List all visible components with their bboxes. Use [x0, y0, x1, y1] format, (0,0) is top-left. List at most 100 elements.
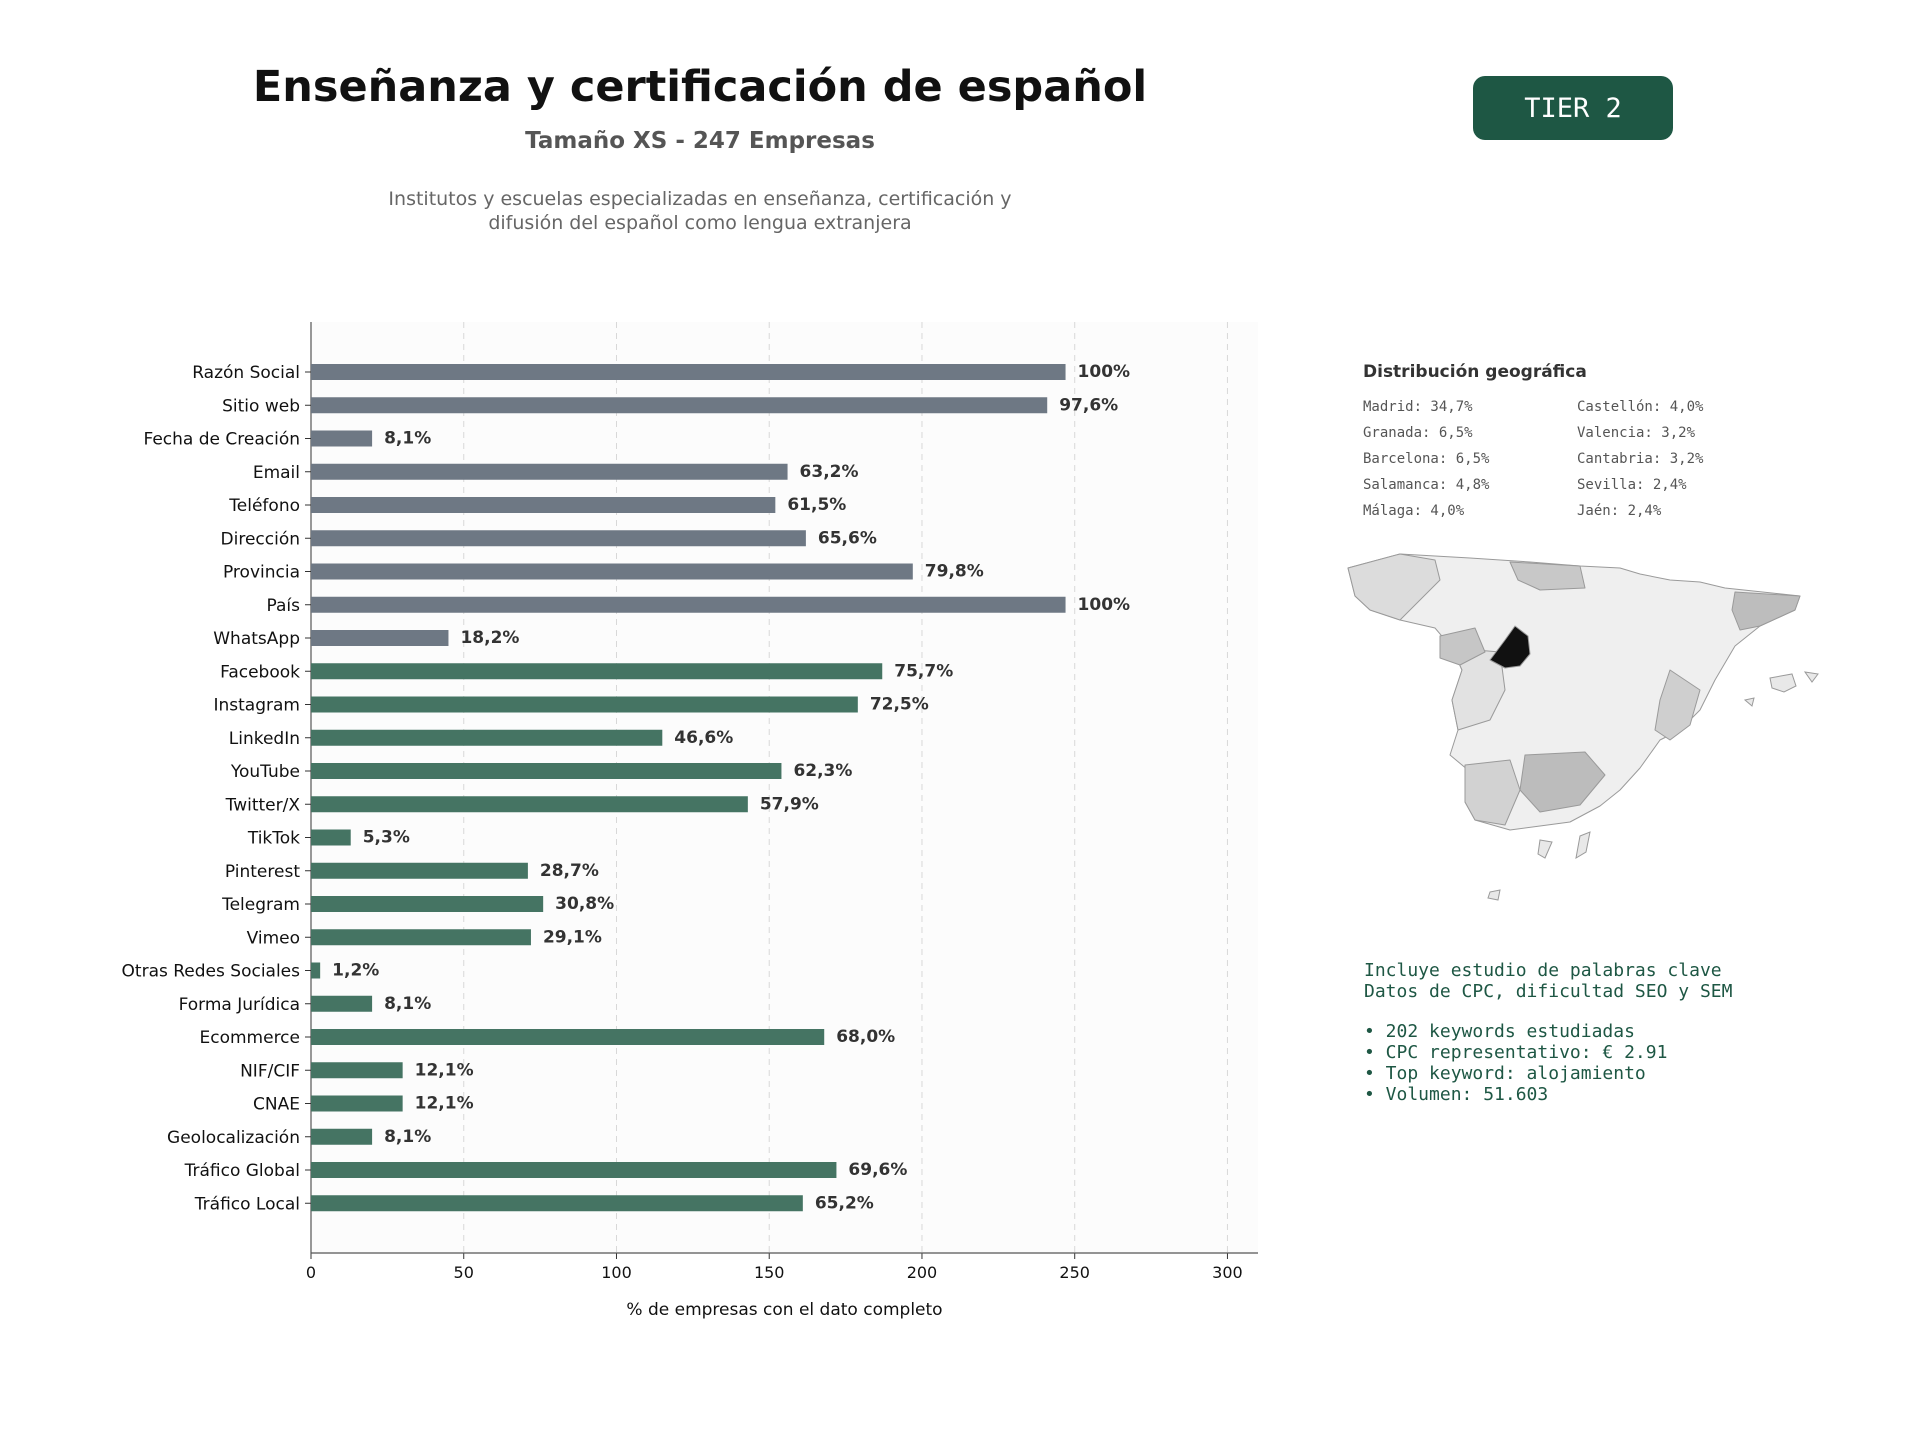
- category-label: Email: [253, 463, 300, 483]
- category-label: Teléfono: [228, 496, 300, 516]
- x-tick-label: 300: [1212, 1263, 1243, 1282]
- category-label: Telegram: [221, 895, 300, 915]
- bar: [311, 1195, 803, 1212]
- category-label: LinkedIn: [229, 729, 300, 749]
- geo-item: Castellón: 4,0%: [1577, 399, 1704, 415]
- data-label: 61,5%: [787, 495, 846, 515]
- category-label: WhatsApp: [213, 629, 300, 649]
- map-balearic-islands: [1769, 673, 1797, 693]
- data-label: 68,0%: [836, 1027, 895, 1047]
- category-label: Fecha de Creación: [143, 430, 300, 450]
- category-label: Facebook: [220, 662, 300, 682]
- data-label: 100%: [1078, 362, 1131, 382]
- map-region-valencia: [1654, 669, 1701, 741]
- bar: [311, 995, 373, 1012]
- category-label: Instagram: [214, 696, 301, 716]
- category-label: Ecommerce: [200, 1028, 301, 1048]
- map-canary-islands: [1487, 889, 1501, 901]
- keywords-bullet: • 202 keywords estudiadas: [1364, 1021, 1635, 1042]
- data-label: 65,6%: [818, 528, 877, 548]
- data-label: 62,3%: [793, 761, 852, 781]
- bar: [311, 729, 663, 746]
- bar: [311, 397, 1048, 414]
- bar: [311, 896, 544, 912]
- geo-item: Madrid: 34,7%: [1363, 399, 1473, 415]
- category-label: YouTube: [230, 762, 300, 782]
- category-label: Geolocalización: [167, 1128, 300, 1148]
- x-tick-label: 200: [907, 1263, 938, 1282]
- map-region-salamanca: [1439, 627, 1486, 666]
- tier-badge: TIER 2: [1473, 76, 1673, 140]
- category-label: Tráfico Global: [184, 1161, 300, 1181]
- data-label: 79,8%: [925, 562, 984, 582]
- bar: [311, 862, 528, 879]
- geo-item: Barcelona: 6,5%: [1363, 451, 1490, 467]
- category-label: Otras Redes Sociales: [122, 962, 301, 982]
- geo-item: Granada: 6,5%: [1363, 425, 1473, 441]
- bar: [311, 1095, 403, 1112]
- category-label: Sitio web: [222, 396, 300, 416]
- map-canary-islands: [1575, 831, 1591, 859]
- bar: [311, 1128, 373, 1145]
- geo-item: Jaén: 2,4%: [1577, 503, 1662, 519]
- bar: [311, 829, 351, 846]
- bar: [311, 364, 1066, 380]
- bar: [311, 962, 321, 979]
- x-axis-label: % de empresas con el dato completo: [626, 1300, 942, 1320]
- data-label: 63,2%: [800, 462, 859, 482]
- category-label: Provincia: [223, 563, 300, 583]
- keywords-info: Incluye estudio de palabras clave Datos …: [1364, 960, 1884, 1105]
- bar: [311, 663, 883, 680]
- data-label: 72,5%: [870, 695, 929, 715]
- bar: [311, 763, 782, 779]
- category-label: Tráfico Local: [194, 1194, 300, 1214]
- bar: [311, 929, 531, 946]
- x-tick-label: 0: [306, 1263, 316, 1282]
- map-balearic-islands: [1743, 697, 1755, 707]
- description-line-2: difusión del español como lengua extranj…: [488, 212, 912, 234]
- bar: [311, 630, 449, 646]
- category-label: Forma Jurídica: [179, 995, 300, 1015]
- geo-distribution-list: Madrid: 34,7% Castellón: 4,0% Granada: 6…: [1363, 398, 1763, 520]
- x-tick-label: 150: [754, 1263, 785, 1282]
- completeness-bar-chart: 0 50 100 150 200 250 300 Razón Social 100% Sitio …: [122, 322, 1258, 1320]
- x-tick-label: 50: [454, 1263, 474, 1282]
- page-description: Institutos y escuelas especializadas en …: [320, 187, 1080, 235]
- data-label: 69,6%: [848, 1160, 907, 1180]
- data-label: 1,2%: [332, 961, 379, 981]
- keywords-line-1: Incluye estudio de palabras clave: [1364, 960, 1722, 981]
- geo-item: Málaga: 4,0%: [1363, 503, 1465, 519]
- data-label: 8,1%: [384, 429, 431, 449]
- bar: [311, 596, 1066, 613]
- geo-item: Sevilla: 2,4%: [1577, 477, 1687, 493]
- data-label: 5,3%: [363, 828, 410, 848]
- bar: [311, 1162, 837, 1178]
- bar: [311, 1029, 825, 1045]
- geo-item: Valencia: 3,2%: [1577, 425, 1696, 441]
- data-label: 57,9%: [760, 794, 819, 814]
- bar: [311, 1062, 403, 1079]
- spain-province-map: [1347, 553, 1819, 901]
- data-label: 18,2%: [460, 628, 519, 648]
- bar: [311, 563, 913, 580]
- map-balearic-islands: [1803, 671, 1819, 683]
- geo-distribution-title: Distribución geográfica: [1363, 362, 1587, 382]
- data-label: 8,1%: [384, 994, 431, 1014]
- data-label: 75,7%: [894, 661, 953, 681]
- description-line-1: Institutos y escuelas especializadas en …: [388, 188, 1012, 210]
- page-title: Enseñanza y certificación de español: [252, 62, 1148, 112]
- data-label: 30,8%: [555, 894, 614, 914]
- bar: [311, 463, 788, 480]
- map-region-north: [1509, 561, 1586, 591]
- data-label: 12,1%: [415, 1094, 474, 1114]
- keywords-bullet: • Volumen: 51.603: [1364, 1084, 1549, 1105]
- category-label: País: [267, 596, 301, 616]
- data-label: 8,1%: [384, 1127, 431, 1147]
- map-canary-islands: [1537, 839, 1553, 859]
- bar: [311, 530, 806, 547]
- map-region-madrid: [1489, 625, 1531, 669]
- map-region-galicia: [1347, 553, 1441, 621]
- data-label: 46,6%: [674, 728, 733, 748]
- data-label: 100%: [1078, 595, 1131, 615]
- keywords-line-2: Datos de CPC, dificultad SEO y SEM: [1364, 981, 1733, 1002]
